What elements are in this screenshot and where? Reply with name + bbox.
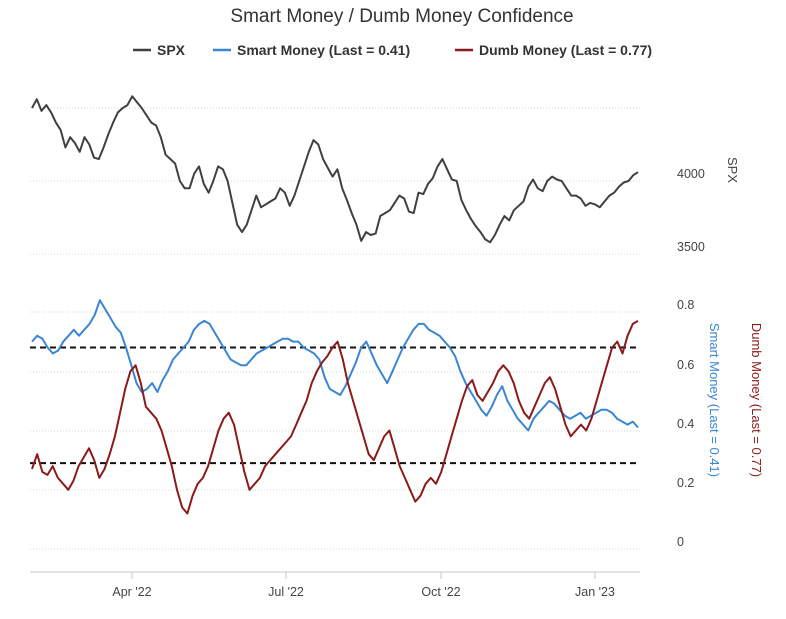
bottom-y-tick-label: 0.6 [677,358,694,372]
smart-money-series-line [31,299,639,432]
legend: SPX Smart Money (Last = 0.41) Dumb Money… [133,42,652,58]
legend-label-spx: SPX [157,42,186,58]
top-y-tick-label: 4000 [677,167,705,181]
legend-item-smart-money[interactable]: Smart Money (Last = 0.41) [213,42,410,58]
bottom-y-tick-label: 0.4 [677,417,694,431]
legend-item-dumb-money[interactable]: Dumb Money (Last = 0.77) [455,42,652,58]
x-tick-label: Oct '22 [421,585,460,599]
x-tick-label: Apr '22 [112,585,151,599]
smart-money-axis-title: Smart Money (Last = 0.41) [707,323,722,477]
top-y-axis-title: SPX [725,157,740,183]
chart-title: Smart Money / Dumb Money Confidence [230,6,573,27]
x-tick-label: Jan '23 [575,585,615,599]
spx-series-line [31,95,639,244]
x-tick-label: Jul '22 [268,585,304,599]
bottom-y-tick-label: 0.2 [677,476,694,490]
bottom-y-tick-label: 0 [677,535,684,549]
bottom-y-tick-label: 0.8 [677,298,694,312]
dumb-money-series-line [31,320,639,515]
top-y-tick-label: 3500 [677,240,705,254]
legend-item-spx[interactable]: SPX [133,42,186,58]
legend-label-smart-money: Smart Money (Last = 0.41) [237,42,410,58]
legend-label-dumb-money: Dumb Money (Last = 0.77) [479,42,652,58]
dumb-money-axis-title: Dumb Money (Last = 0.77) [749,323,764,477]
x-axis-ticks: Apr '22 Jul '22 Oct '22 Jan '23 [112,572,615,599]
